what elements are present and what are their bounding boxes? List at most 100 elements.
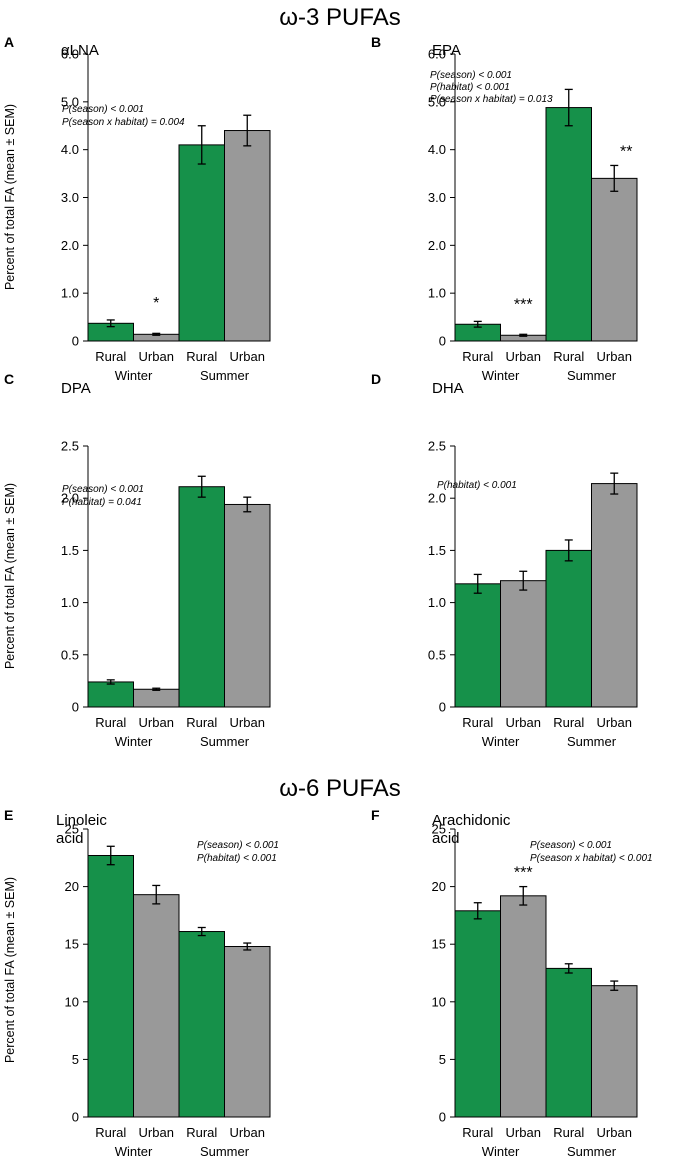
- panel-b: B EPA 0 1.0 2.0 3.0 4.0 5.0 6.0 Rural Urban Rural Ur…: [371, 34, 638, 383]
- panel-b-y-tick-label: 0: [439, 334, 446, 349]
- panel-a-label: A: [4, 34, 14, 50]
- panel-d-category-label: Rural: [462, 715, 493, 730]
- panel-b-category-label: Urban: [506, 349, 541, 364]
- panel-d-title: DHA: [432, 380, 464, 397]
- panel-b-y-tick-label: 5.0: [428, 94, 446, 109]
- panel-a-significance-marker: *: [153, 295, 159, 312]
- panel-d-bar-urban-summer: [591, 483, 638, 708]
- panel-c-y-tick-label: 0.5: [61, 647, 79, 662]
- panel-d-y-tick-label: 0: [439, 700, 446, 715]
- panel-d-group-label: Winter: [482, 734, 520, 749]
- panel-f-group-label: Summer: [567, 1144, 617, 1158]
- panel-f-bar-rural-winter: [454, 910, 501, 1118]
- panel-e-bar-rural-winter: [87, 854, 134, 1118]
- panel-f-bar-urban-winter: [500, 895, 547, 1118]
- panel-a-y-axis-label: Percent of total FA (mean ± SEM): [3, 104, 17, 290]
- panel-c-title: DPA: [61, 380, 91, 397]
- panel-b-stat-text: P(habitat) < 0.001: [430, 82, 510, 93]
- panel-a-category-label: Urban: [230, 349, 265, 364]
- panel-e-bar-urban-summer: [224, 946, 271, 1118]
- panel-f-y-tick-label: 10: [432, 994, 446, 1009]
- panel-b-bar-urban-summer: [591, 177, 638, 342]
- panel-c-y-tick-label: 1.5: [61, 543, 79, 558]
- panel-d-bar-rural-winter: [454, 583, 501, 708]
- panel-b-y-tick-label: 3.0: [428, 190, 446, 205]
- panel-b-y-tick-label: 2.0: [428, 238, 446, 253]
- panel-c-group-label: Summer: [200, 734, 250, 749]
- panel-f-significance-marker: ***: [514, 865, 533, 882]
- panel-c-category-label: Urban: [139, 715, 174, 730]
- panel-d-bar-urban-winter: [500, 580, 547, 708]
- panel-e-bar-urban-winter: [133, 894, 180, 1118]
- panel-c-category-label: Urban: [230, 715, 265, 730]
- panel-e-group-label: Winter: [115, 1144, 153, 1158]
- panel-a-bar-rural-summer: [178, 144, 225, 342]
- panel-b-y-tick-label: 1.0: [428, 286, 446, 301]
- panel-e-y-tick-label: 15: [65, 937, 79, 952]
- panel-c-label: C: [4, 371, 14, 387]
- panel-d: D DHA 0 0.5 1.0 1.5 2.0 2.5 Rural Urban Rural Urban…: [371, 371, 638, 749]
- panel-d-category-label: Rural: [553, 715, 584, 730]
- panel-d-group-label: Summer: [567, 734, 617, 749]
- panel-a-y-tick-label: 4.0: [61, 142, 79, 157]
- panel-f-y-tick-label: 20: [432, 879, 446, 894]
- panel-f-title: Arachidonic acid: [432, 812, 511, 847]
- panel-b-significance-marker: **: [620, 143, 632, 160]
- panel-e-category-label: Rural: [186, 1125, 217, 1140]
- panel-d-category-label: Urban: [597, 715, 632, 730]
- panel-f-y-tick-label: 0: [439, 1110, 446, 1125]
- panel-c-y-tick-label: 2.5: [61, 439, 79, 454]
- panel-d-label: D: [371, 371, 381, 387]
- panel-b-significance-marker: ***: [514, 296, 533, 313]
- panel-e-y-axis-label: Percent of total FA (mean ± SEM): [3, 877, 17, 1063]
- panel-f-bar-urban-summer: [591, 985, 638, 1118]
- panel-a-y-tick-label: 5.0: [61, 94, 79, 109]
- panel-c-bar-urban-winter: [133, 688, 180, 708]
- panel-a-group-label: Summer: [200, 368, 250, 383]
- panel-c-bar-urban-summer: [224, 503, 271, 708]
- panel-a-category-label: Urban: [139, 349, 174, 364]
- panel-f-category-label: Rural: [553, 1125, 584, 1140]
- panel-f: F Arachidonic acid 0 5 10 15 20 25 Rural Urban Rura…: [371, 807, 653, 1158]
- panel-a-y-tick-label: 2.0: [61, 238, 79, 253]
- panel-e-category-label: Urban: [139, 1125, 174, 1140]
- panel-f-bar-rural-summer: [545, 967, 592, 1118]
- panel-d-y-tick-label: 0.5: [428, 647, 446, 662]
- panel-d-stat-text: P(habitat) < 0.001: [437, 480, 517, 491]
- panel-a-y-tick-label: 6.0: [61, 47, 79, 62]
- panel-b-title: EPA: [432, 42, 461, 59]
- panel-e-bar-rural-summer: [178, 931, 225, 1118]
- panel-c: C DPA Percent of total FA (mean ± SEM) 0 0.5…: [3, 371, 271, 749]
- panel-b-stat-text: P(season) < 0.001: [430, 70, 512, 81]
- panel-e-y-tick-label: 0: [72, 1110, 79, 1125]
- panel-b-bar-rural-summer: [545, 107, 592, 342]
- panel-e-y-tick-label: 5: [72, 1052, 79, 1067]
- panel-a-y-tick-label: 0: [72, 334, 79, 349]
- panel-a-y-tick-label: 3.0: [61, 190, 79, 205]
- panel-d-y-tick-label: 2.5: [428, 439, 446, 454]
- panel-b-category-label: Rural: [553, 349, 584, 364]
- panel-c-category-label: Rural: [95, 715, 126, 730]
- panel-f-y-tick-label: 25: [432, 822, 446, 837]
- panel-f-category-label: Urban: [597, 1125, 632, 1140]
- panel-e: E Linoleic acid Percent of total FA (mean ±…: [3, 807, 279, 1158]
- panel-e-stat-text: P(season) < 0.001: [197, 840, 279, 851]
- panel-f-category-label: Urban: [506, 1125, 541, 1140]
- panel-c-bar-rural-summer: [178, 486, 225, 708]
- panel-e-stat-text: P(habitat) < 0.001: [197, 853, 277, 864]
- panel-e-category-label: Urban: [230, 1125, 265, 1140]
- panel-a-category-label: Rural: [186, 349, 217, 364]
- panel-f-category-label: Rural: [462, 1125, 493, 1140]
- panel-b-category-label: Urban: [597, 349, 632, 364]
- panel-a-title: αLNA: [61, 42, 99, 59]
- panel-e-title: Linoleic acid: [56, 812, 107, 847]
- panel-a-y-tick-label: 1.0: [61, 286, 79, 301]
- panel-e-y-tick-label: 25: [65, 822, 79, 837]
- panel-d-y-tick-label: 1.0: [428, 595, 446, 610]
- panel-f-y-tick-label: 15: [432, 937, 446, 952]
- panel-a-group-label: Winter: [115, 368, 153, 383]
- panel-a-stat-text: P(season x habitat) = 0.004: [62, 117, 185, 128]
- panel-f-stat-text: P(season) < 0.001: [530, 840, 612, 851]
- panel-f-stat-text: P(season x habitat) < 0.001: [530, 853, 653, 864]
